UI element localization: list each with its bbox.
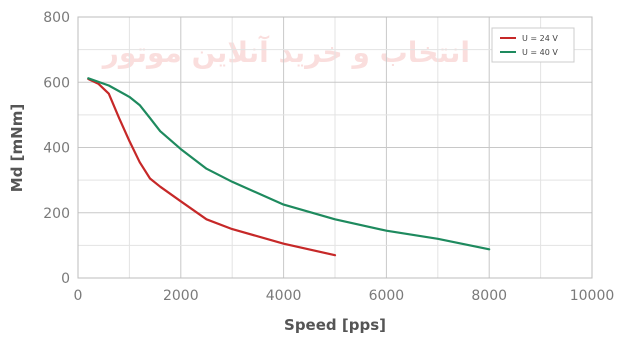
y-tick-label: 200 [43, 206, 70, 222]
x-tick-label: 2000 [163, 288, 199, 304]
series-line-u40v [87, 77, 491, 251]
watermark-text: انتخاب و خرید آنلاین موتور [101, 35, 470, 69]
x-tick-labels: 0 2000 4000 6000 8000 10000 [74, 288, 615, 304]
grid [77, 16, 593, 279]
legend-box [491, 27, 575, 63]
x-tick-label: 4000 [266, 288, 302, 304]
x-tick-label: 6000 [369, 288, 405, 304]
legend-label: U = 24 V [522, 34, 558, 43]
x-axis-label: Speed [pps] [284, 316, 386, 334]
legend: U = 24 V U = 40 V [491, 27, 575, 63]
y-tick-label: 400 [43, 141, 70, 157]
series-lines [87, 77, 491, 257]
plot-frame [77, 16, 593, 279]
x-tick-label: 0 [74, 288, 83, 304]
y-tick-label: 800 [43, 10, 70, 26]
y-axis-label: Md [mNm] [8, 104, 26, 192]
x-tick-label: 8000 [471, 288, 507, 304]
y-tick-labels: 0 200 400 600 800 [43, 10, 70, 287]
y-tick-label: 600 [43, 75, 70, 91]
x-tick-label: 10000 [570, 288, 615, 304]
series-line-u24v [87, 77, 337, 257]
y-tick-label: 0 [61, 271, 70, 287]
legend-label: U = 40 V [522, 48, 558, 57]
